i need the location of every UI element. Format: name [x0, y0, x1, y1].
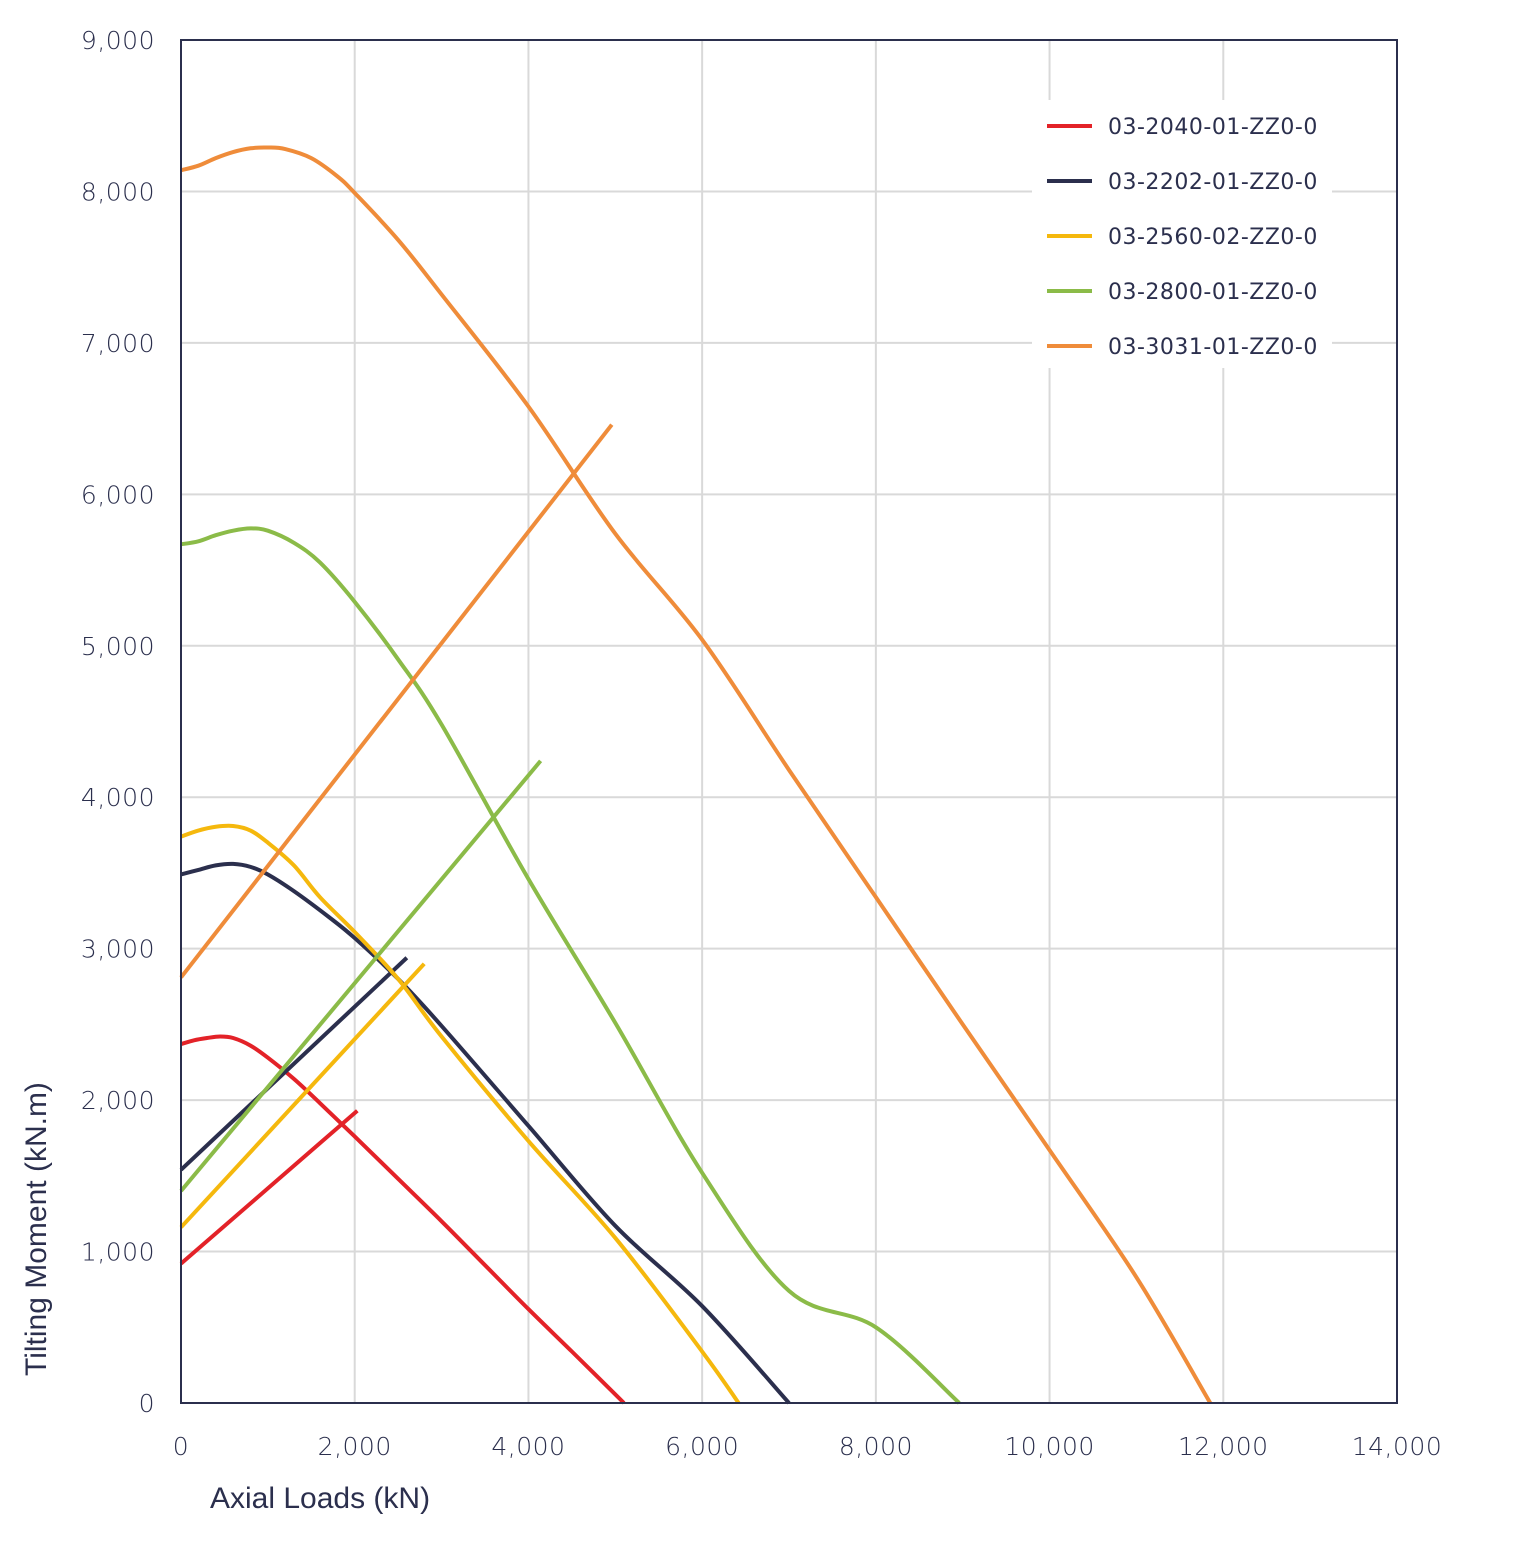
y-tick-label: 8,000: [81, 177, 155, 206]
y-tick-label: 0: [139, 1389, 155, 1418]
legend-label: 03-2800-01-ZZ0-0: [1108, 280, 1318, 305]
x-axis-ticks: 0 2,000 4,000 6,000 8,000 10,000 12,000 14,000: [173, 1432, 1442, 1461]
y-axis-ticks: 0 1,000 2,000 3,000 4,000 5,000 6,000 7,000 8,00…: [81, 26, 155, 1418]
x-tick-label: 14,000: [1352, 1432, 1442, 1461]
legend-label: 03-2040-01-ZZ0-0: [1108, 115, 1318, 140]
x-tick-label: 10,000: [1004, 1432, 1094, 1461]
y-tick-label: 7,000: [81, 329, 155, 358]
x-tick-label: 12,000: [1178, 1432, 1268, 1461]
series-line-03-2040-01-ZZ0-0: [179, 1109, 359, 1266]
y-tick-label: 4,000: [81, 783, 155, 812]
x-axis-title: Axial Loads (kN): [210, 1482, 430, 1515]
series-curve-03-2800-01-ZZ0-0: [180, 526, 961, 1405]
x-tick-label: 8,000: [839, 1432, 913, 1461]
y-tick-label: 1,000: [81, 1238, 155, 1267]
y-tick-label: 2,000: [81, 1086, 155, 1115]
y-axis-title: Tilting Moment (kN.m): [20, 1082, 53, 1376]
series-line-03-3031-01-ZZ0-0: [179, 423, 614, 979]
series-line-03-2202-01-ZZ0-0: [179, 956, 409, 1172]
legend-label: 03-3031-01-ZZ0-0: [1108, 335, 1318, 360]
series-curve-03-2040-01-ZZ0-0: [180, 1034, 626, 1405]
x-tick-label: 4,000: [491, 1432, 565, 1461]
series-line-03-2800-01-ZZ0-0: [179, 759, 543, 1193]
legend-label: 03-2202-01-ZZ0-0: [1108, 170, 1318, 195]
series-layer: [179, 145, 1212, 1405]
legend-label: 03-2560-02-ZZ0-0: [1108, 225, 1318, 250]
y-tick-label: 3,000: [81, 935, 155, 964]
plot-frame: [180, 39, 1398, 1404]
x-tick-label: 2,000: [318, 1432, 392, 1461]
legend: 03-2040-01-ZZ0-0 03-2202-01-ZZ0-0 03-2560-…: [1032, 100, 1332, 368]
series-curve-03-3031-01-ZZ0-0: [180, 145, 1212, 1405]
x-tick-label: 0: [173, 1432, 189, 1461]
x-tick-label: 6,000: [665, 1432, 739, 1461]
series-line-03-2560-02-ZZ0-0: [179, 962, 426, 1229]
y-tick-label: 9,000: [81, 26, 155, 55]
y-tick-label: 5,000: [81, 632, 155, 661]
y-tick-label: 6,000: [81, 480, 155, 509]
series-curve-03-2560-02-ZZ0-0: [180, 823, 741, 1405]
series-curve-03-2202-01-ZZ0-0: [180, 861, 791, 1405]
